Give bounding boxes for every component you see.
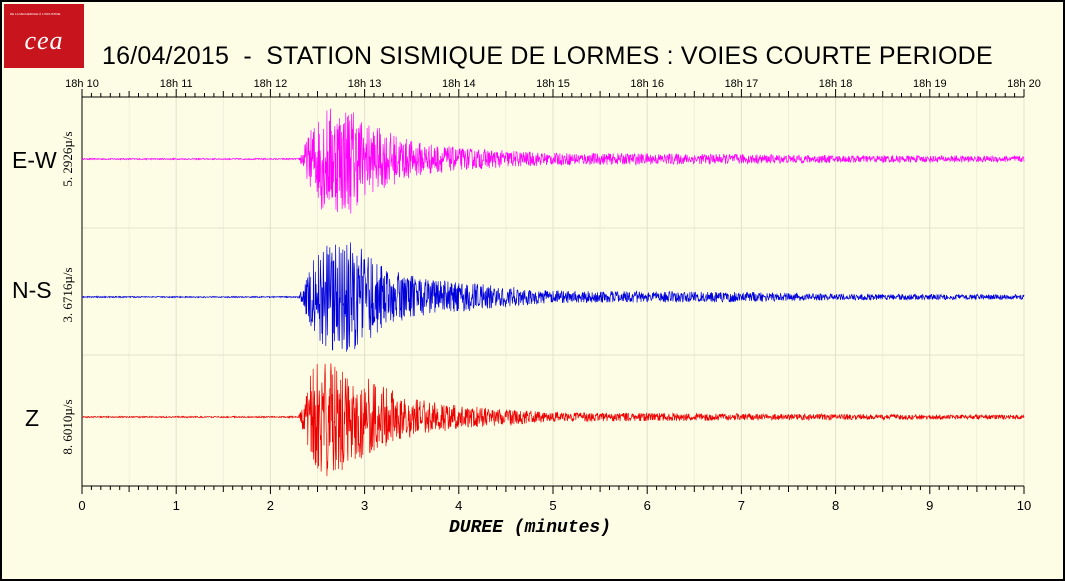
scale-label-ns: 3. 6716µ/s [60, 267, 75, 323]
x-axis-title: DUREE (minutes) [449, 518, 612, 538]
top-axis-tick-label: 18h 10 [65, 78, 99, 90]
top-axis-tick-label: 18h 12 [254, 78, 288, 90]
cea-logo: DE LA RECHERCHE À L'INDUSTRIE cea [4, 4, 84, 68]
channel-label-z: Z [25, 405, 40, 431]
trace-z [81, 363, 1025, 477]
logo-wordmark: cea [24, 26, 64, 55]
bottom-axis-tick-label: 2 [267, 498, 274, 513]
logo-tagline: DE LA RECHERCHE À L'INDUSTRIE [10, 12, 61, 16]
top-axis-tick-label: 18h 16 [630, 78, 664, 90]
top-axis-tick-label: 18h 20 [1007, 78, 1041, 90]
top-axis-tick-label: 18h 19 [913, 78, 947, 90]
scale-label-ew: 5. 2926µ/s [60, 131, 75, 187]
channel-label-ns: N-S [12, 277, 52, 303]
bottom-axis-tick-label: 3 [361, 498, 368, 513]
top-axis-tick-label: 18h 17 [725, 78, 759, 90]
bottom-axis-tick-label: 9 [926, 498, 933, 513]
scale-label-z: 8. 6010µ/s [60, 399, 75, 455]
trace-ns [81, 242, 1025, 352]
bottom-axis-tick-label: 5 [549, 498, 556, 513]
chart-title: 16/04/2015 - STATION SISMIQUE DE LORMES … [102, 42, 993, 70]
top-axis-tick-label: 18h 13 [348, 78, 382, 90]
top-axis-tick-label: 18h 18 [819, 78, 853, 90]
bottom-axis-tick-label: 4 [455, 498, 462, 513]
top-axis-tick-label: 18h 11 [160, 78, 193, 90]
bottom-axis-tick-label: 7 [738, 498, 745, 513]
top-axis-tick-label: 18h 15 [536, 78, 570, 90]
bottom-axis-tick-label: 6 [644, 498, 651, 513]
bottom-axis-tick-label: 8 [832, 498, 839, 513]
bottom-axis-tick-label: 0 [78, 498, 85, 513]
bottom-axis-tick-label: 1 [173, 498, 180, 513]
channel-label-ew: E-W [12, 147, 57, 173]
bottom-axis-tick-label: 10 [1017, 498, 1031, 513]
top-axis-tick-label: 18h 14 [442, 78, 476, 90]
trace-ew [81, 108, 1025, 214]
